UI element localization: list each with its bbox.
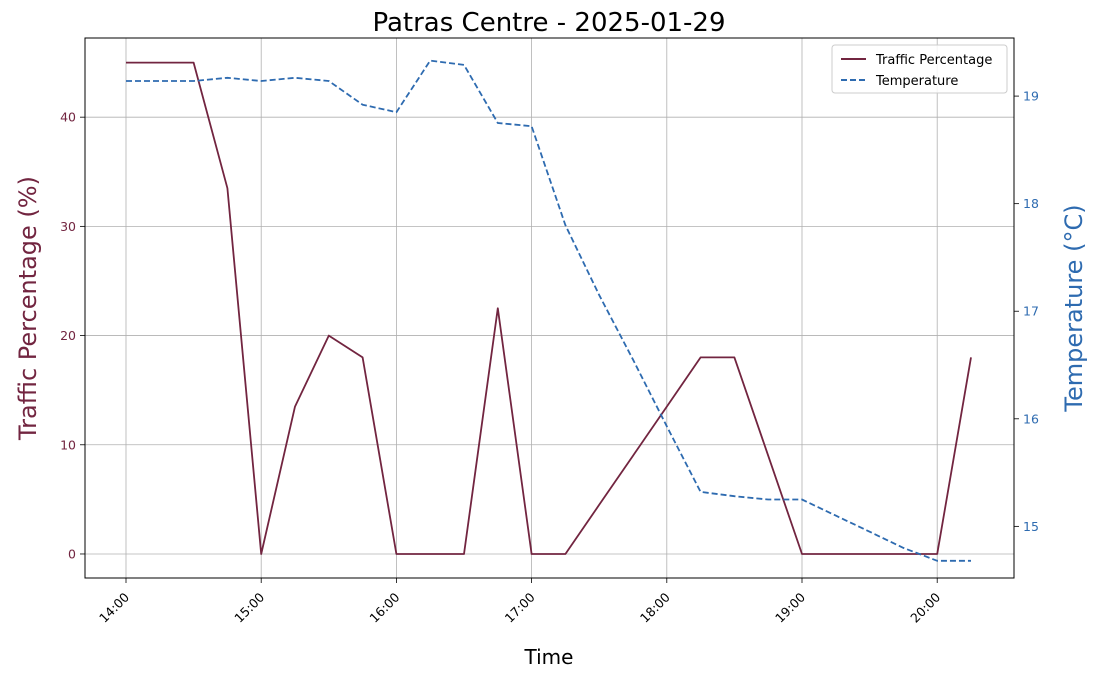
y-axis-right-label: Temperature (°C)	[1060, 204, 1088, 412]
y-left-tick-label: 10	[60, 437, 76, 452]
y-right-tick-label: 16	[1023, 411, 1039, 426]
grid	[85, 38, 1014, 578]
legend-label-temperature: Temperature	[875, 74, 958, 89]
series-layer	[126, 59, 972, 562]
legend-box	[831, 44, 1008, 94]
legend: Traffic Percentage Temperature	[831, 44, 1008, 94]
y-right-tick-label: 19	[1023, 89, 1039, 104]
series-line-temperature	[126, 59, 971, 562]
plot-frame	[84, 37, 1015, 579]
y-left-tick-label: 30	[60, 219, 76, 234]
y-right-tick-label: 18	[1023, 196, 1039, 211]
series-line-traffic	[126, 61, 972, 555]
x-axis-label: Time	[524, 645, 574, 669]
y-left-tick-label: 40	[60, 110, 76, 125]
y-axis-left-label: Traffic Percentage (%)	[14, 176, 42, 441]
legend-label-traffic: Traffic Percentage	[875, 53, 992, 68]
chart-title: Patras Centre - 2025-01-29	[372, 8, 725, 38]
y-left-tick-label: 0	[68, 546, 76, 561]
y-right-tick-label: 17	[1023, 304, 1039, 319]
y-left-tick-label: 20	[60, 328, 76, 343]
y-right-tick-label: 15	[1023, 519, 1039, 534]
